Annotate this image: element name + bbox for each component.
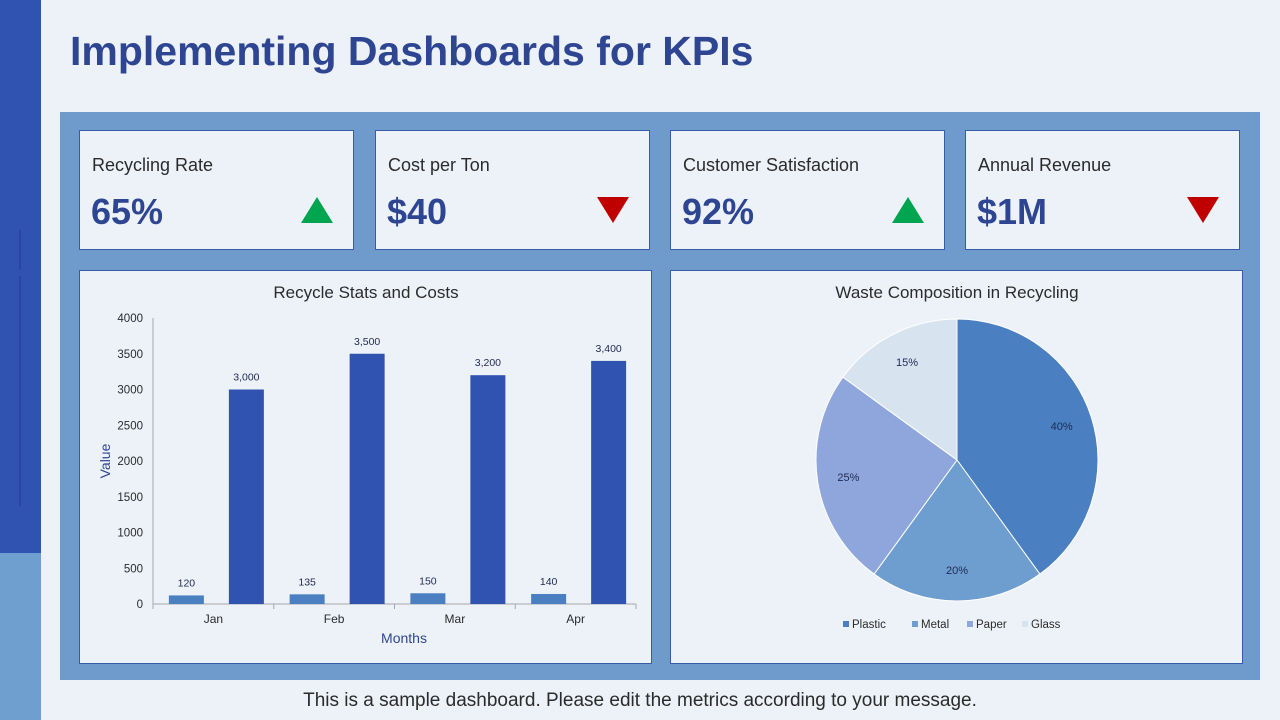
y-tick-label: 2000: [117, 456, 143, 468]
x-axis-label: Months: [381, 630, 427, 646]
page-title: Implementing Dashboards for KPIs: [70, 28, 754, 74]
bar-data-label: 3,200: [475, 357, 501, 369]
kpi-label: Customer Satisfaction: [683, 155, 860, 175]
kpi-value: 92%: [682, 191, 755, 232]
slice-data-label: 25%: [837, 472, 859, 484]
pie-slice: [815, 376, 958, 575]
pie-chart-card: Waste Composition in Recycling 40% 20% 25% 1…: [670, 270, 1243, 664]
y-axis-label: Value: [97, 443, 113, 478]
bar-data-label: 3,400: [595, 343, 621, 355]
y-tick-label: 3500: [117, 349, 143, 361]
pie-slice: [842, 318, 958, 461]
kpi-label: Annual Revenue: [978, 155, 1112, 175]
y-tick-label: 1500: [117, 492, 143, 504]
slice-data-label: 20%: [946, 565, 968, 577]
footer-note: This is a sample dashboard. Please edit …: [303, 690, 977, 711]
side-accent-line: [19, 276, 21, 506]
bar-chart-card: Recycle Stats and Costs 0 500 1000 1500 2000 2…: [79, 270, 652, 664]
x-tick-label: Feb: [324, 612, 345, 626]
chart-title: Recycle Stats and Costs: [273, 283, 458, 302]
kpi-label: Recycling Rate: [92, 155, 214, 175]
slice-data-label: 40%: [1051, 421, 1073, 433]
x-tick-label: Apr: [566, 612, 585, 626]
y-tick-label: 500: [124, 563, 143, 575]
bar-data-label: 140: [540, 576, 558, 588]
chart-title: Waste Composition in Recycling: [835, 283, 1078, 302]
kpi-label: Cost per Ton: [388, 155, 490, 175]
kpi-card-recycling-rate: Recycling Rate 65%: [79, 130, 354, 250]
pie-slice: [873, 459, 1041, 602]
pie-slice: [956, 318, 1099, 575]
legend-swatch: [967, 621, 973, 627]
y-tick-label: 1000: [117, 528, 143, 540]
kpi-card-annual-revenue: Annual Revenue $1M: [965, 130, 1240, 250]
bar: [228, 389, 264, 604]
trend-up-icon: [301, 197, 333, 223]
kpi-value: 65%: [91, 191, 164, 232]
kpi-value: $40: [387, 191, 448, 232]
slice-data-label: 15%: [896, 357, 918, 369]
legend-swatch: [1022, 621, 1028, 627]
pie-chart: Waste Composition in Recycling 40% 20% 25% 1…: [815, 283, 1099, 631]
bar: [349, 353, 385, 604]
dashboard-panel: Recycling Rate 65% Cost per Ton $40 Cust…: [60, 112, 1260, 680]
bar: [168, 595, 204, 604]
side-accent-bar-light: [0, 553, 41, 720]
bar: [531, 593, 567, 604]
bar-chart: Recycle Stats and Costs 0 500 1000 1500 2000 2…: [97, 283, 637, 646]
trend-up-icon: [892, 197, 924, 223]
legend-label: Glass: [1031, 619, 1061, 631]
legend-swatch: [843, 621, 849, 627]
legend-label: Plastic: [852, 619, 886, 631]
bar: [591, 360, 627, 604]
legend-label: Metal: [921, 619, 949, 631]
legend-label: Paper: [976, 619, 1007, 631]
x-tick-label: Mar: [445, 612, 466, 626]
trend-down-icon: [597, 197, 629, 223]
legend-swatch: [912, 621, 918, 627]
bar: [410, 593, 446, 604]
x-tick-label: Jan: [204, 612, 223, 626]
bar: [470, 375, 506, 604]
trend-down-icon: [1187, 197, 1219, 223]
y-tick-label: 2500: [117, 420, 143, 432]
side-accent-line: [19, 230, 21, 270]
bar-data-label: 150: [419, 575, 437, 587]
y-tick-label: 4000: [117, 313, 143, 325]
bar: [289, 594, 325, 604]
bar-data-label: 3,500: [354, 336, 380, 348]
y-tick-label: 0: [137, 599, 143, 611]
bar-data-label: 135: [298, 576, 316, 588]
bar-data-label: 3,000: [233, 372, 259, 384]
bar-data-label: 120: [178, 577, 196, 589]
y-tick-label: 3000: [117, 385, 143, 397]
kpi-card-cost-per-ton: Cost per Ton $40: [375, 130, 650, 250]
kpi-card-customer-satisfaction: Customer Satisfaction 92%: [670, 130, 945, 250]
kpi-value: $1M: [977, 191, 1048, 232]
